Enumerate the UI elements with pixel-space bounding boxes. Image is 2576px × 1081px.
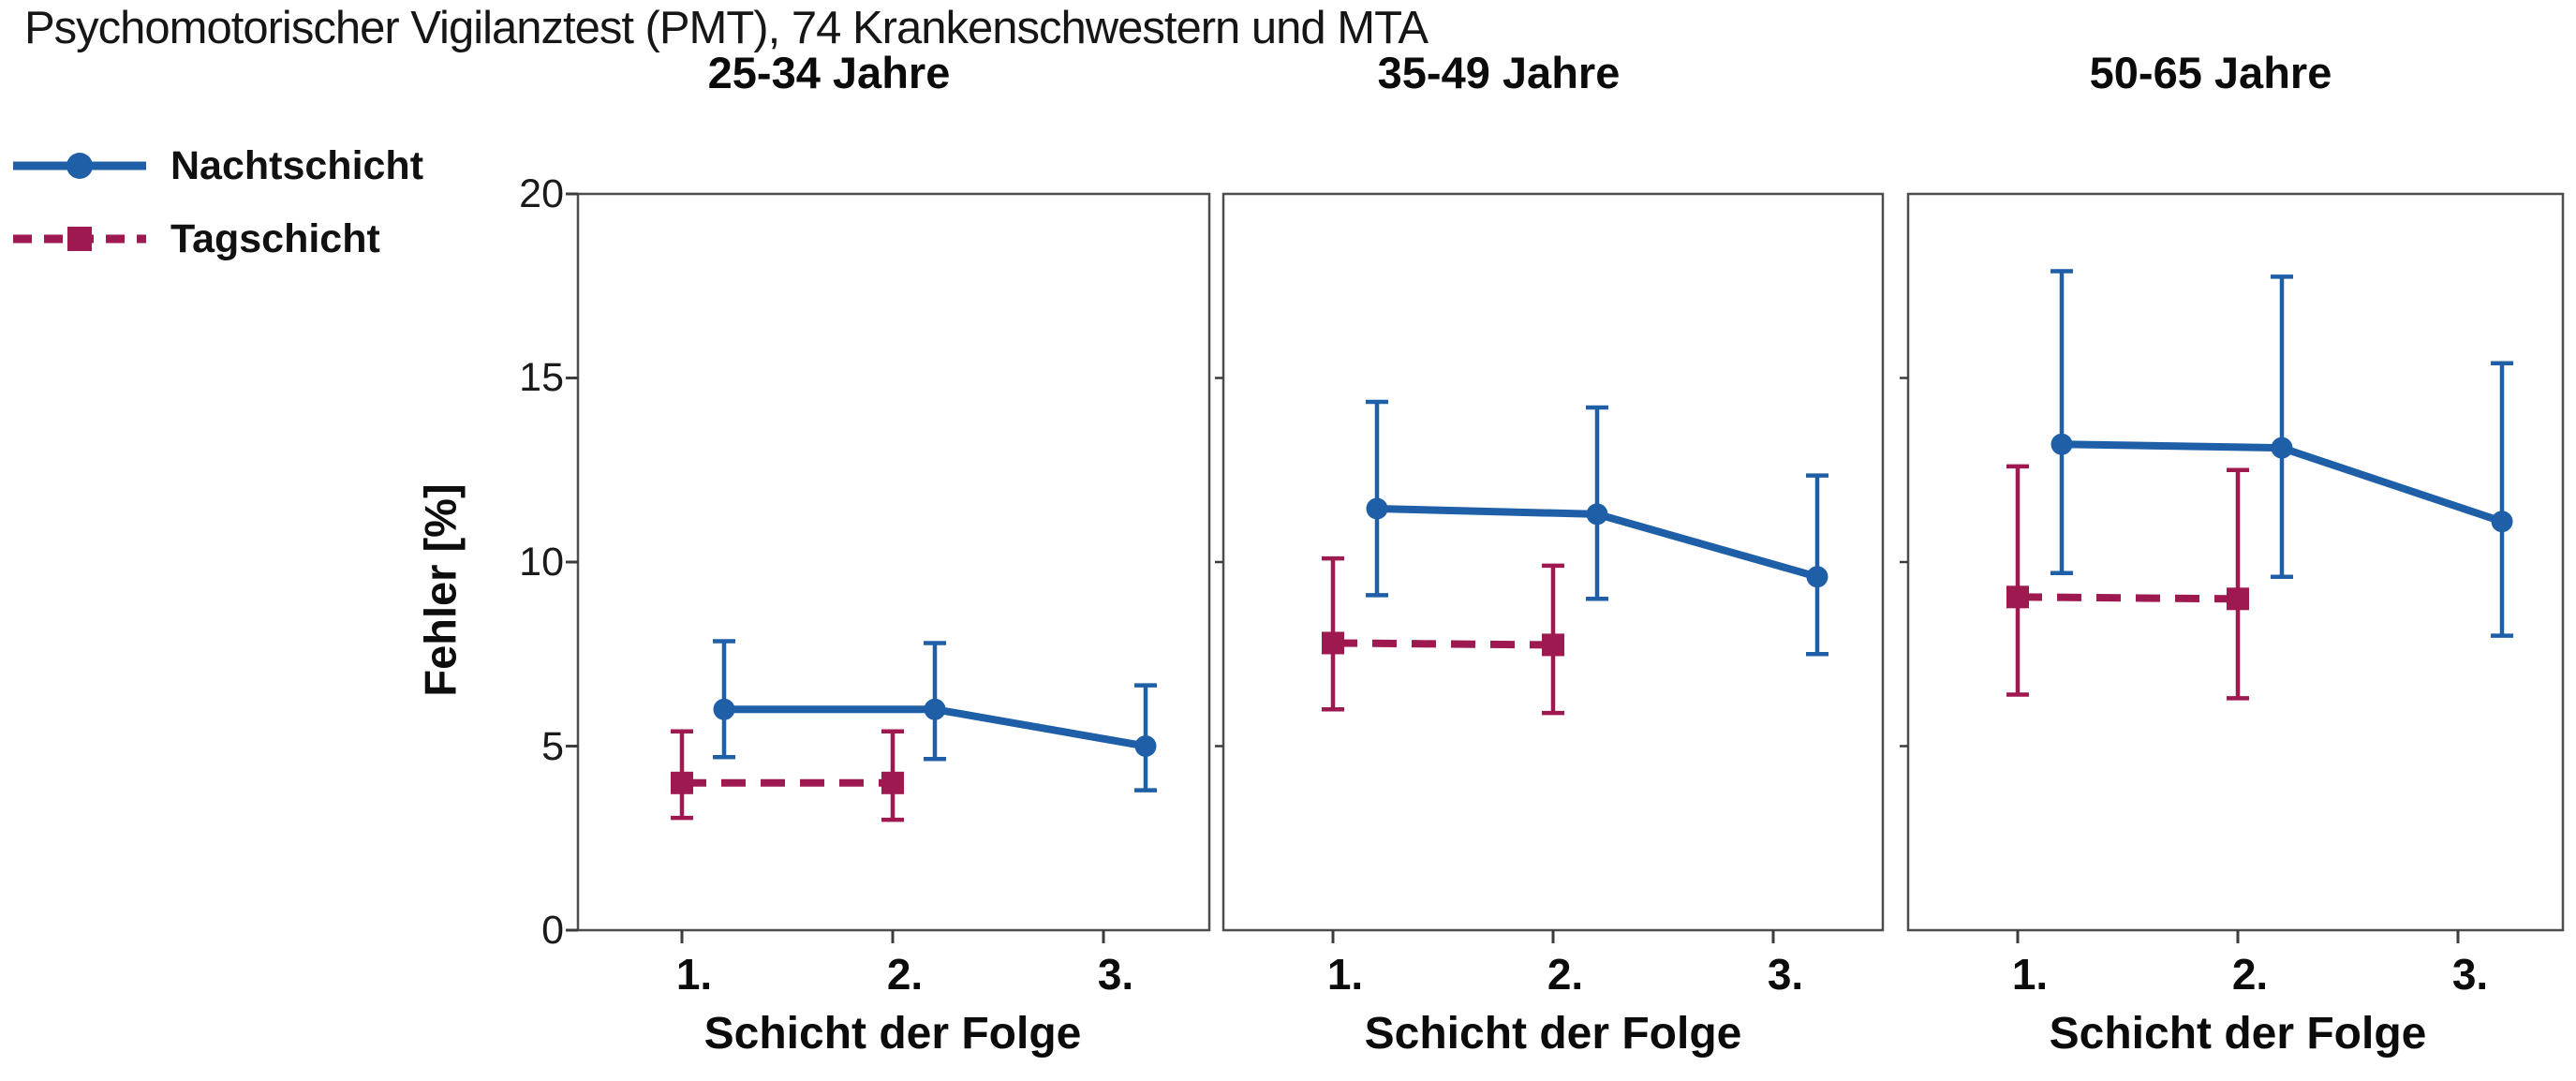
- y-tick-20: 20: [519, 171, 564, 216]
- legend-label-nachtschicht: Nachtschicht: [170, 142, 424, 188]
- y-tick-5: 5: [541, 724, 564, 769]
- legend-item-tagschicht: Tagschicht: [9, 212, 380, 266]
- panel-title-35-49: 35-49 Jahre: [1377, 48, 1621, 97]
- panel2-x-tick-2: 2.: [1547, 950, 1584, 999]
- panel2-x-tick-1: 1.: [1326, 950, 1364, 999]
- panel-title-50-65: 50-65 Jahre: [2089, 48, 2332, 97]
- figure-title: Psychomotorischer Vigilanztest (PMT), 74…: [24, 3, 1429, 53]
- panel1-x-axis-label: Schicht der Folge: [703, 1009, 1082, 1059]
- panel3-x-tick-2: 2.: [2231, 950, 2269, 999]
- panel1-x-tick-3: 3.: [1097, 950, 1134, 999]
- panel1-x-tick-2: 2.: [886, 950, 924, 999]
- tagschicht-line-marker-icon: [13, 227, 146, 251]
- legend-item-nachtschicht: Nachtschicht: [9, 139, 423, 193]
- legend-label-tagschicht: Tagschicht: [170, 215, 380, 261]
- panel2-x-tick-3: 3.: [1767, 950, 1804, 999]
- nachtschicht-line-marker-icon: [13, 153, 146, 179]
- panel3-x-tick-3: 3.: [2451, 950, 2489, 999]
- panel3-x-tick-1: 1.: [2011, 950, 2049, 999]
- panel-title-25-34: 25-34 Jahre: [707, 48, 951, 97]
- panel2-x-axis-label: Schicht der Folge: [1364, 1009, 1742, 1059]
- y-tick-0: 0: [541, 908, 564, 953]
- panel3-x-axis-label: Schicht der Folge: [2049, 1009, 2427, 1059]
- y-tick-10: 10: [519, 540, 564, 585]
- y-tick-15: 15: [519, 355, 564, 400]
- panel1-x-tick-1: 1.: [675, 950, 713, 999]
